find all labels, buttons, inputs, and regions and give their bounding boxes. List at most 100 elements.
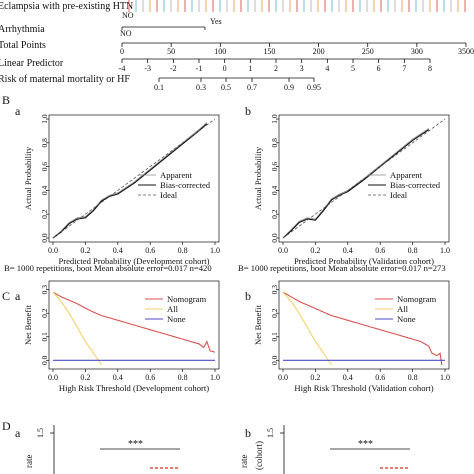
risk-tick-label: 0.3 [196, 83, 206, 92]
footer-bb: B= 1000 repetitions, boot Mean absolute … [238, 263, 446, 273]
y-tick-label: 0.3 [270, 285, 279, 295]
legend-label: Nomogram [167, 294, 206, 304]
dca-plot-validation: 0.0 0.2 0.4 0.6 0.8 1.0 0.0 0.1 0.2 0.3 High Risk … [253, 280, 450, 393]
x-tick-label: 0.0 [278, 246, 288, 255]
x-tick-label: 0.4 [113, 246, 123, 255]
d-b-sig-stars: *** [358, 439, 373, 450]
x-tick-label: 1.0 [210, 373, 220, 382]
total-points-tick-label: 50 [167, 47, 175, 56]
subpanel-letter-ca: a [15, 289, 21, 303]
total-points-tick-label: 0 [120, 47, 124, 56]
y-tick-label: 0.3 [40, 285, 49, 295]
nomogram: Eclampsia with pre-existing HTN NO Arrhy… [0, 0, 474, 92]
nomogram-row-label-arrhythmia: Arrhythmia [0, 24, 45, 35]
d-b-ytick-label: 1.5 [266, 428, 275, 438]
risk-tick-label: 0.7 [247, 83, 257, 92]
linear-predictor-tick-label: 8 [428, 64, 432, 73]
legend-label: Ideal [390, 190, 408, 200]
risk-tick-label: 0.5 [221, 83, 231, 92]
linear-predictor-tick-label: -1 [196, 64, 203, 73]
total-points-tick-label: 100 [214, 47, 226, 56]
risk-tick-label: 0.95 [307, 83, 321, 92]
x-tick-label: 0.8 [178, 246, 188, 255]
linear-predictor-tick-label: 3 [300, 64, 304, 73]
y-tick-label: 1.0 [40, 114, 49, 124]
legend-label: All [167, 304, 179, 314]
arrhythmia-level-no: NO [120, 29, 132, 38]
risk-ticks: 0.1 0.3 0.5 0.7 0.9 0.95 [154, 78, 321, 92]
linear-predictor-tick-label: 6 [377, 64, 381, 73]
x-tick-label: 0.2 [80, 373, 90, 382]
y-tick-label: 0.0 [270, 355, 279, 365]
y-tick-label: 0.8 [40, 138, 49, 148]
boxplot-validation-fragment: 1.5 rate (cohort) *** [239, 425, 410, 474]
legend-label: Ideal [160, 190, 178, 200]
x-tick-label: 1.0 [210, 246, 220, 255]
panel-letter-d: D [2, 419, 11, 433]
arrhythmia-level-yes: Yes [210, 17, 222, 26]
x-tick-label: 0.6 [145, 373, 155, 382]
footer-ba: B= 1000 repetitions, boot Mean absolute … [4, 263, 212, 273]
y-tick-label: 0.4 [40, 185, 49, 195]
y-tick-label: 0.1 [270, 332, 279, 342]
y-tick-label: 0.0 [40, 355, 49, 365]
x-tick-label: 0.4 [343, 246, 353, 255]
y-tick-label: 0.2 [40, 209, 49, 219]
panel-letter-c: C [2, 289, 10, 303]
risk-tick-label: 0.1 [154, 83, 164, 92]
x-axis-label: High Risk Threshold (Development cohort) [59, 383, 209, 393]
total-points-tick-label: 250 [362, 47, 374, 56]
x-tick-label: 1.0 [440, 373, 450, 382]
legend-label: None [397, 314, 416, 324]
boxplot-development-fragment: 1.5 rate *** [24, 425, 180, 474]
y-tick-label: 0.2 [270, 209, 279, 219]
series-line-ideal [282, 118, 446, 239]
x-tick-label: 0.0 [48, 373, 58, 382]
legend-label: Bias-corrected [160, 180, 211, 190]
x-tick-label: 0.4 [343, 373, 353, 382]
y-tick-label: 0.8 [270, 138, 279, 148]
plot-frame [278, 280, 450, 370]
legend-label: Apparent [390, 170, 423, 180]
y-tick-label: 1.0 [270, 114, 279, 124]
linear-predictor-tick-label: 7 [402, 64, 406, 73]
series-line-nomogram [282, 291, 443, 366]
d-b-ylabel-fragment: rate [239, 455, 249, 469]
total-points-tick-label: 3500 [458, 47, 474, 56]
subpanel-letter-cb: b [245, 289, 251, 303]
y-axis-label: Net Benefit [23, 304, 33, 344]
nomogram-row-label-eclampsia: Eclampsia with pre-existing HTN [0, 1, 133, 12]
linear-predictor-tick-label: 2 [274, 64, 278, 73]
legend-label: Bias-corrected [390, 180, 441, 190]
linear-predictor-tick-label: -2 [170, 64, 177, 73]
plot-frame [48, 114, 220, 243]
subpanel-letter-ba: a [15, 104, 21, 118]
x-tick-label: 0.8 [408, 373, 418, 382]
x-tick-label: 0.2 [80, 246, 90, 255]
dca-plot-development: 0.0 0.2 0.4 0.6 0.8 1.0 0.0 0.1 0.2 0.3 High Risk … [23, 280, 220, 393]
linear-predictor-tick-label: 0 [223, 64, 227, 73]
nomogram-row-label-total-points: Total Points [0, 40, 46, 51]
subpanel-letter-bb: b [245, 104, 251, 118]
y-tick-label: 0.6 [40, 162, 49, 172]
legend-label: All [397, 304, 409, 314]
x-tick-label: 1.0 [440, 246, 450, 255]
legend-label: Apparent [160, 170, 193, 180]
calibration-plot-development: 0.0 0.2 0.4 0.6 0.8 1.00.00.20.40.60.81.0Pred… [23, 114, 220, 266]
risk-tick-label: 0.9 [284, 83, 294, 92]
y-tick-label: 0.1 [40, 332, 49, 342]
y-tick-label: 0.0 [40, 233, 49, 243]
x-axis-label: Predicted Probability (Development cohor… [58, 256, 209, 266]
x-tick-label: 0.8 [408, 246, 418, 255]
linear-predictor-tick-label: -3 [144, 64, 151, 73]
d-b-ylabel-fragment2: (cohort) [254, 441, 264, 470]
x-axis-label: Predicted Probability (Validation cohort… [294, 256, 434, 266]
x-tick-label: 0.4 [113, 373, 123, 382]
nomogram-row-label-risk: Risk of maternal mortality or HF [0, 74, 130, 85]
total-points-ticks: 0 50 100 150 200 250 300 3500 [120, 43, 474, 56]
x-tick-label: 0.6 [375, 373, 385, 382]
linear-predictor-tick-label: 1 [248, 64, 252, 73]
legend-label: None [167, 314, 186, 324]
y-axis-label: Actual Probability [23, 146, 33, 210]
